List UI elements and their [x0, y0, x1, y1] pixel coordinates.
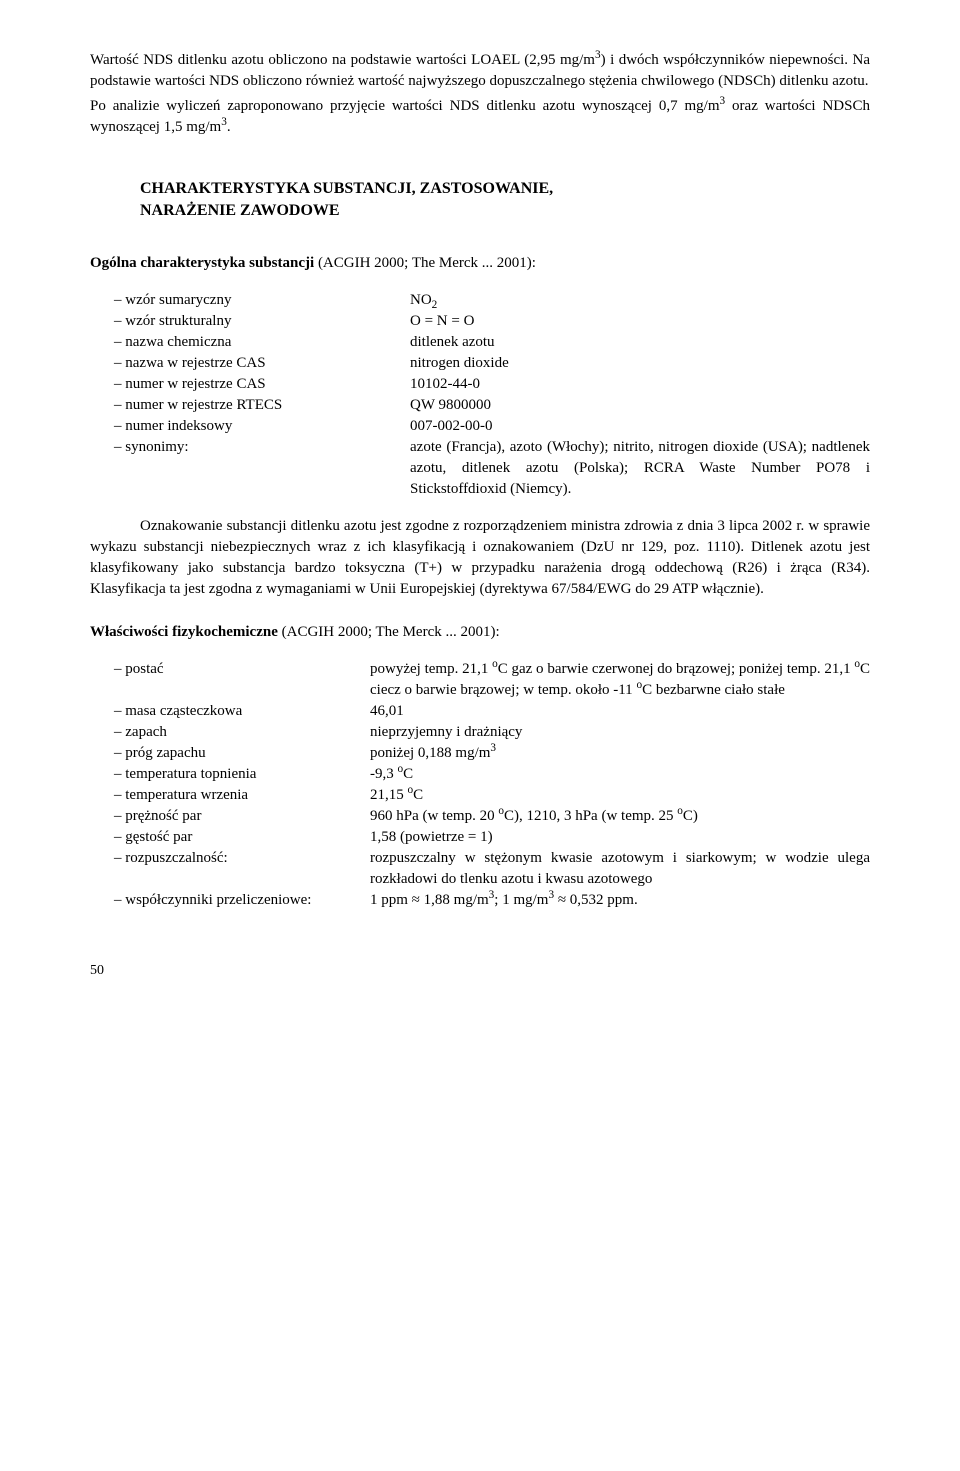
prop-label: – temperatura topnienia — [90, 764, 370, 785]
prop-value: ditlenek azotu — [410, 332, 870, 353]
intro-paragraph-1: Wartość NDS ditlenku azotu obliczono na … — [90, 50, 870, 92]
prop-label: – numer w rejestrze CAS — [90, 374, 410, 395]
page-number: 50 — [90, 961, 870, 981]
prop-label: – wzór strukturalny — [90, 311, 410, 332]
properties-list-1: – wzór sumaryczny NO2 – wzór strukturaln… — [90, 290, 870, 500]
prop-value: 1 ppm ≈ 1,88 mg/m3; 1 mg/m3 ≈ 0,532 ppm. — [370, 890, 870, 911]
prop-label: – współczynniki przeliczeniowe: — [90, 890, 370, 911]
prop-value: rozpuszczalny w stężonym kwasie azotowym… — [370, 848, 870, 890]
intro-paragraph-2: Po analizie wyliczeń zaproponowano przyj… — [90, 96, 870, 138]
prop-value: 1,58 (powietrze = 1) — [370, 827, 870, 848]
prop-value: QW 9800000 — [410, 395, 870, 416]
prop-value: poniżej 0,188 mg/m3 — [370, 743, 870, 764]
prop-label: – próg zapachu — [90, 743, 370, 764]
properties-list-2: – postać powyżej temp. 21,1 oC gaz o bar… — [90, 659, 870, 911]
prop-label: – synonimy: — [90, 437, 410, 458]
prop-label: – gęstość par — [90, 827, 370, 848]
subsection-heading-2: Właściwości fizykochemiczne — [90, 624, 282, 640]
prop-label: – temperatura wrzenia — [90, 785, 370, 806]
prop-value: nieprzyjemny i drażniący — [370, 722, 870, 743]
prop-label: – nazwa chemiczna — [90, 332, 410, 353]
body-paragraph: Oznakowanie substancji ditlenku azotu je… — [90, 516, 870, 600]
prop-value: -9,3 oC — [370, 764, 870, 785]
subsection-heading-1: Ogólna charakterystyka substancji — [90, 255, 318, 271]
prop-label: – numer indeksowy — [90, 416, 410, 437]
prop-value: 21,15 oC — [370, 785, 870, 806]
section-title-line2: NARAŻENIE ZAWODOWE — [140, 202, 340, 219]
prop-value: NO2 — [410, 290, 870, 311]
prop-value: 960 hPa (w temp. 20 oC), 1210, 3 hPa (w … — [370, 806, 870, 827]
subsection-source-1: (ACGIH 2000; The Merck ... 2001): — [318, 255, 536, 271]
prop-label: – nazwa w rejestrze CAS — [90, 353, 410, 374]
prop-value: 10102-44-0 — [410, 374, 870, 395]
prop-label: – zapach — [90, 722, 370, 743]
prop-label: – postać — [90, 659, 370, 680]
prop-label: – wzór sumaryczny — [90, 290, 410, 311]
prop-value: powyżej temp. 21,1 oC gaz o barwie czerw… — [370, 659, 870, 701]
prop-label: – prężność par — [90, 806, 370, 827]
section-title: CHARAKTERYSTYKA SUBSTANCJI, ZASTOSOWANIE… — [90, 178, 870, 223]
prop-label: – numer w rejestrze RTECS — [90, 395, 410, 416]
subsection-source-2: (ACGIH 2000; The Merck ... 2001): — [282, 624, 500, 640]
prop-value: 007-002-00-0 — [410, 416, 870, 437]
prop-label: – rozpuszczalność: — [90, 848, 370, 869]
prop-value: 46,01 — [370, 701, 870, 722]
prop-value: nitrogen dioxide — [410, 353, 870, 374]
section-title-line1: CHARAKTERYSTYKA SUBSTANCJI, ZASTOSOWANIE… — [140, 180, 553, 197]
prop-value: O = N = O — [410, 311, 870, 332]
prop-label: – masa cząsteczkowa — [90, 701, 370, 722]
prop-value: azote (Francja), azoto (Włochy); nitrito… — [410, 437, 870, 500]
